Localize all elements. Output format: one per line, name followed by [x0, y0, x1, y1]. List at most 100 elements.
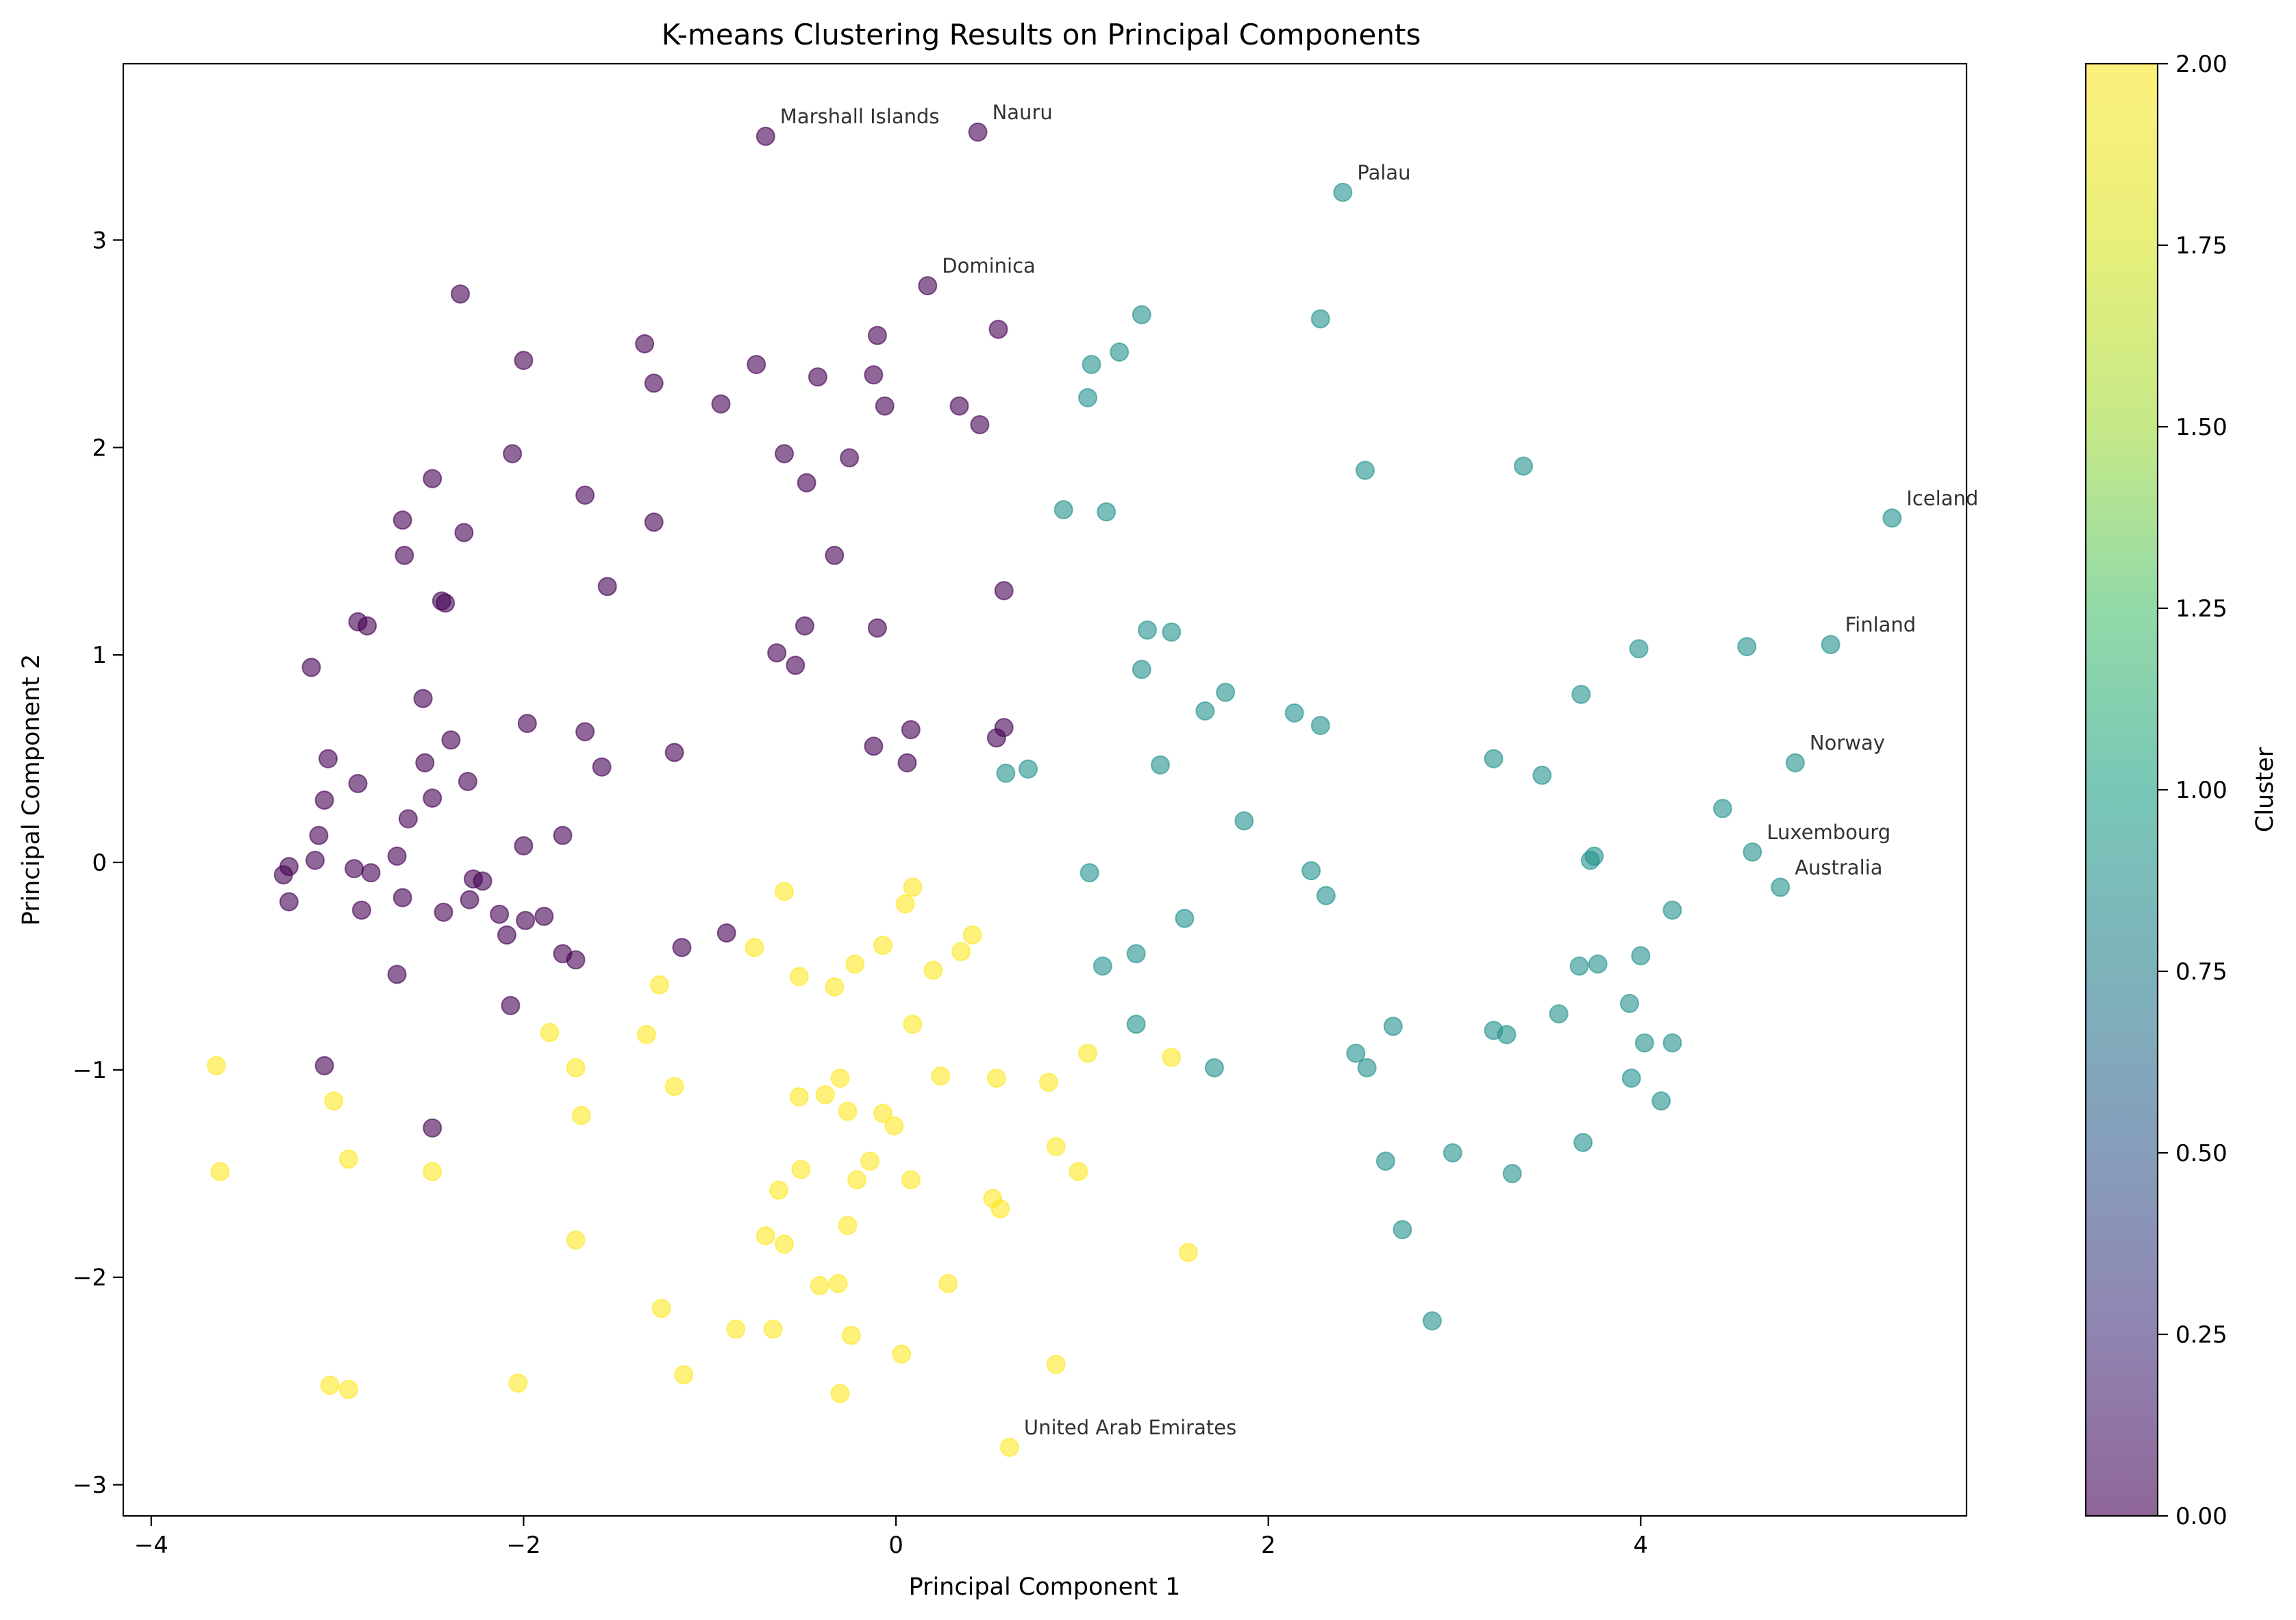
data-point [597, 577, 617, 597]
colorbar-tick-label: 1.75 [2175, 232, 2228, 260]
data-point [830, 1069, 850, 1088]
data-point [775, 882, 794, 901]
data-point [644, 373, 664, 393]
data-point [1069, 1162, 1088, 1182]
x-tick-label: 4 [1633, 1532, 1648, 1559]
colorbar-tick-label: 0.50 [2175, 1140, 2228, 1167]
data-point [398, 809, 418, 829]
data-point [1573, 1132, 1593, 1152]
data-point [1549, 1004, 1569, 1024]
data-point [387, 846, 407, 866]
data-point [674, 1365, 694, 1385]
data-point [864, 365, 884, 385]
data-point [279, 892, 299, 912]
data-point [825, 977, 845, 997]
data-point [514, 351, 534, 371]
data-point [338, 1380, 358, 1399]
x-tick-label: 0 [888, 1532, 903, 1559]
data-point [1662, 1033, 1682, 1053]
data-point [392, 888, 412, 908]
data-point [651, 1299, 671, 1319]
data-point [845, 954, 865, 974]
x-tick-label: −4 [134, 1532, 169, 1559]
data-point [808, 367, 827, 387]
data-point [1785, 753, 1805, 773]
data-point [1093, 956, 1112, 976]
data-point [305, 851, 325, 870]
data-point [358, 616, 377, 636]
data-point [840, 448, 860, 468]
data-point [923, 960, 943, 980]
data-point [1532, 765, 1552, 785]
data-point [1393, 1220, 1412, 1240]
y-tick-label: −1 [73, 1057, 107, 1084]
y-tick-label: −2 [73, 1264, 107, 1292]
data-point [1038, 1073, 1058, 1092]
data-point [1310, 716, 1330, 736]
data-point [301, 658, 321, 677]
data-point [1621, 1069, 1641, 1088]
data-point [345, 859, 364, 879]
x-axis-ticks: −4 −2 0 2 4 [134, 1516, 1648, 1559]
data-point [575, 485, 595, 505]
data-point [949, 396, 969, 416]
data-point [1569, 956, 1589, 976]
colorbar-tick-label: 0.25 [2175, 1321, 2228, 1349]
data-point [901, 720, 921, 740]
data-point [903, 877, 923, 897]
data-point [769, 1180, 788, 1200]
data-point [1080, 863, 1099, 883]
data-point [423, 788, 442, 808]
point-annotation: Marshall Islands [780, 105, 940, 128]
data-point [747, 355, 766, 375]
data-point [994, 581, 1014, 601]
data-point [763, 1319, 783, 1339]
data-point [797, 473, 816, 493]
data-point [592, 757, 612, 777]
data-point [1821, 635, 1840, 654]
data-point [1484, 749, 1503, 769]
data-point [745, 938, 764, 958]
data-point [436, 593, 456, 613]
data-point [1126, 1014, 1146, 1034]
data-point [815, 1085, 835, 1105]
data-point [867, 325, 887, 345]
data-point [901, 1170, 921, 1190]
data-point [575, 722, 595, 742]
data-point [672, 938, 692, 958]
data-point [1443, 1143, 1462, 1162]
data-point [454, 523, 474, 543]
data-point [423, 469, 442, 488]
data-point [210, 1162, 230, 1182]
data-point [996, 763, 1016, 783]
data-point [847, 1170, 866, 1190]
colorbar-tick-label: 1.00 [2175, 777, 2228, 804]
point-annotation: Iceland [1906, 486, 1978, 510]
y-tick-label: 2 [92, 434, 107, 462]
data-point [830, 1384, 850, 1404]
data-point [1132, 660, 1151, 680]
data-point [828, 1273, 848, 1293]
data-point [458, 771, 477, 791]
data-point [1078, 1043, 1097, 1063]
y-axis-label: Principal Component 2 [18, 654, 45, 926]
colorbar-tick-label: 1.25 [2175, 595, 2228, 623]
data-point [571, 1106, 591, 1125]
data-point [1019, 759, 1038, 779]
colorbar-tick-label: 0.75 [2175, 958, 2228, 986]
point-annotation: Dominica [942, 254, 1036, 277]
data-point [1216, 682, 1236, 702]
data-point [1356, 460, 1375, 480]
data-point [392, 510, 412, 530]
point-annotation: Luxembourg [1767, 821, 1891, 844]
data-point [1284, 703, 1304, 723]
data-point [636, 1025, 656, 1045]
data-point [1651, 1091, 1671, 1111]
data-point [873, 1104, 893, 1123]
data-point [875, 396, 895, 416]
point-annotation: United Arab Emirates [1024, 1416, 1236, 1439]
colorbar-gradient [2086, 64, 2158, 1516]
point-annotation: Finland [1845, 613, 1917, 636]
data-point [903, 1014, 923, 1034]
